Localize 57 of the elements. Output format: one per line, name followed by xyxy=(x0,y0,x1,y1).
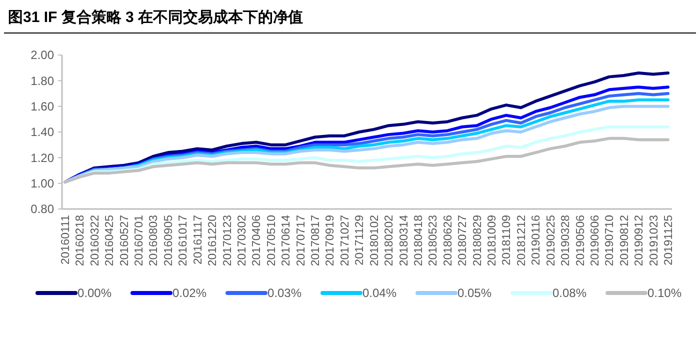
x-tick-label: 20181109 xyxy=(501,215,514,266)
x-tick-label: 20160218 xyxy=(74,215,87,266)
x-tick-label: 20180314 xyxy=(398,214,410,266)
x-tick-label: 20180418 xyxy=(412,215,425,266)
x-tick-label: 20161117 xyxy=(192,215,204,264)
x-tick-label: 20160322 xyxy=(89,215,102,266)
x-tick-label: 20190225 xyxy=(545,215,558,266)
x-tick-label: 20160425 xyxy=(104,215,116,266)
x-tick-label: 20160905 xyxy=(162,215,175,266)
legend-label: 0.00% xyxy=(78,286,112,300)
x-tick-label: 20161220 xyxy=(207,215,220,266)
x-tick-label: 20171027 xyxy=(339,215,352,266)
x-tick-label: 20160803 xyxy=(148,215,160,266)
legend-label: 0.10% xyxy=(648,286,682,300)
x-tick-label: 20180202 xyxy=(384,215,396,266)
x-tick-label: 20170817 xyxy=(310,215,322,266)
x-tick-label: 20160701 xyxy=(134,215,146,266)
x-tick-label: 20170717 xyxy=(295,215,308,266)
y-tick-label: 1.80 xyxy=(30,74,54,88)
x-tick-label: 20190912 xyxy=(634,215,646,266)
x-tick-label: 20190506 xyxy=(574,215,587,266)
legend-label: 0.04% xyxy=(362,286,397,300)
x-tick-label: 20170406 xyxy=(251,215,264,266)
x-tick-label: 20191023 xyxy=(648,215,660,266)
x-tick-label: 20170123 xyxy=(222,215,234,266)
legend-label: 0.05% xyxy=(458,286,492,300)
y-tick-label: 0.80 xyxy=(30,202,54,216)
x-tick-label: 20190812 xyxy=(618,215,631,266)
x-tick-label: 20160527 xyxy=(118,215,131,266)
x-tick-label: 20170614 xyxy=(280,214,293,266)
x-tick-label: 20180102 xyxy=(368,215,381,266)
x-tick-label: 20190606 xyxy=(589,215,602,266)
x-tick-label: 20160111 xyxy=(60,215,72,264)
x-tick-label: 20161017 xyxy=(178,215,190,266)
x-tick-label: 20180626 xyxy=(442,215,454,266)
x-tick-label: 20181009 xyxy=(486,215,499,266)
legend-label: 0.08% xyxy=(552,286,587,300)
y-tick-label: 1.00 xyxy=(30,176,54,191)
x-tick-label: 20190328 xyxy=(560,215,572,266)
y-tick-label: 2.00 xyxy=(30,48,54,62)
x-tick-label: 20170302 xyxy=(236,215,248,266)
x-tick-label: 20190116 xyxy=(530,215,543,266)
legend-label: 0.02% xyxy=(172,286,207,300)
x-tick-label: 20191125 xyxy=(663,215,675,266)
x-tick-label: 20180727 xyxy=(457,215,470,266)
x-tick-label: 20181212 xyxy=(516,215,528,266)
x-tick-label: 20190710 xyxy=(604,215,616,266)
x-tick-label: 20171129 xyxy=(354,215,366,266)
y-tick-label: 1.40 xyxy=(30,125,54,140)
y-tick-label: 1.60 xyxy=(30,100,54,114)
x-tick-label: 20170510 xyxy=(266,215,278,266)
chart-title: 图31 IF 复合策略 3 在不同交易成本下的净值 xyxy=(8,8,304,26)
x-tick-label: 20180523 xyxy=(428,215,440,266)
x-tick-label: 20180829 xyxy=(472,215,484,266)
legend-label: 0.03% xyxy=(268,286,302,300)
x-tick-label: 20170919 xyxy=(324,215,337,266)
y-tick-label: 1.20 xyxy=(30,150,54,165)
